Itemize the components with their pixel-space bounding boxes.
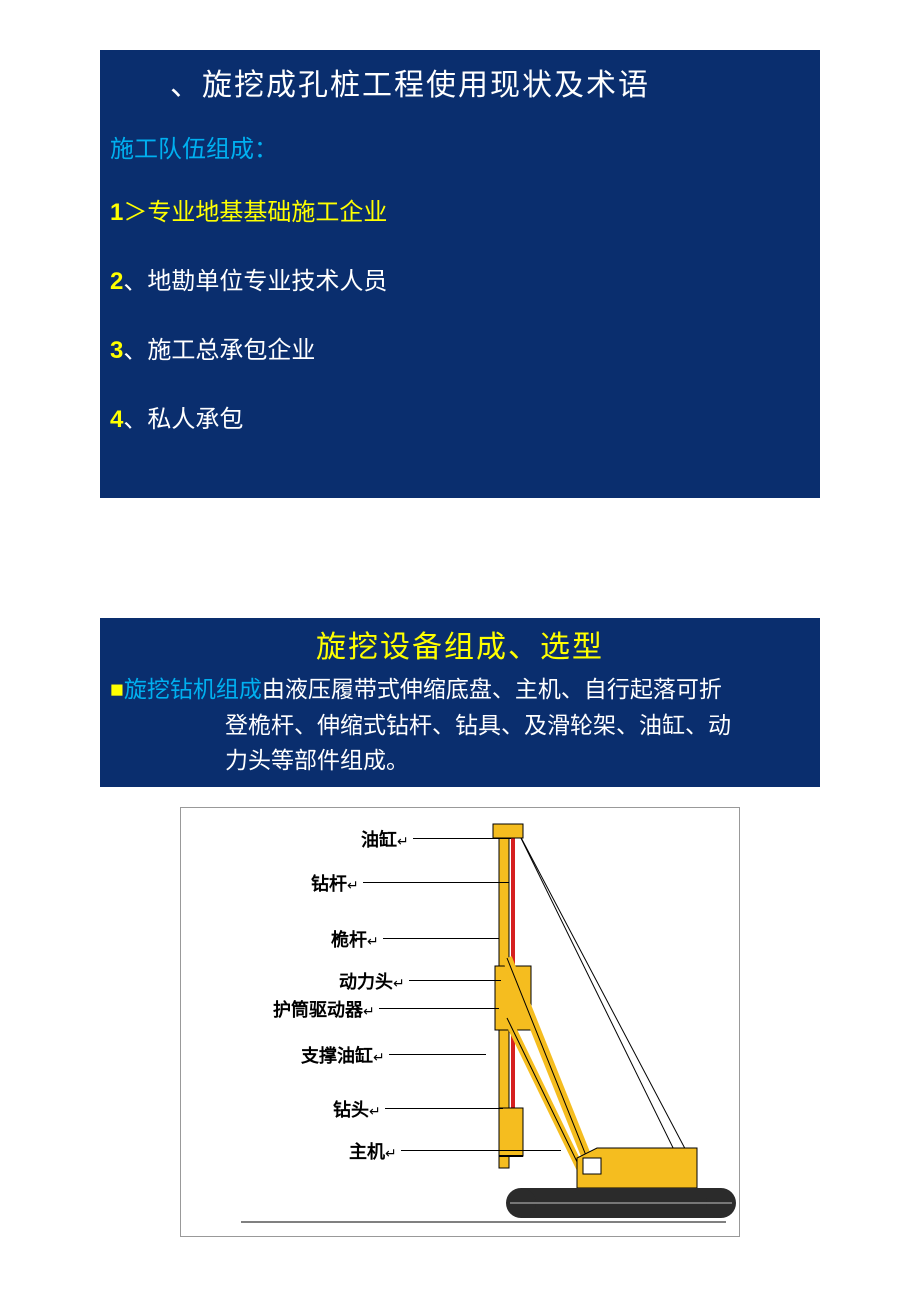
- item4-num: 4: [110, 406, 123, 433]
- slide1-item-4: 4、私人承包: [110, 399, 810, 434]
- item2-sep: 、: [123, 268, 147, 295]
- diagram-leader-main-unit: [401, 1150, 561, 1151]
- diagram-label-main-unit: 主机↵: [349, 1138, 397, 1164]
- item2-num: 2: [110, 268, 123, 295]
- slide1-item-2: 2、地勘单位专业技术人员: [110, 261, 810, 296]
- slide1-title-row: 、旋挖成孔桩工程使用现状及术语: [100, 50, 820, 114]
- diagram-leader-power-head: [409, 980, 501, 981]
- diagram-leader-casing-driver: [379, 1008, 499, 1009]
- item3-text: 施工总承包企业: [147, 337, 315, 364]
- slide-2: 旋挖设备组成、选型 ■旋挖钻机组成由液压履带式伸缩底盘、主机、自行起落可折 登桅…: [100, 618, 820, 787]
- slide2-line2: 登桅杆、伸缩式钻杆、钻具、及滑轮架、油缸、动: [110, 708, 810, 744]
- item4-sep: 、: [123, 406, 147, 433]
- diagram-arrow-casing-driver: ↵: [363, 1005, 375, 1020]
- diagram-label-power-head: 动力头↵: [339, 968, 405, 994]
- diagram-arrow-support-cyl: ↵: [373, 1051, 385, 1066]
- rotary-drill-diagram: 油缸↵钻杆↵ 桅杆↵ 动力头↵护筒驱动器↵ 支撑油缸↵ 钻头↵ 主机↵: [180, 807, 740, 1237]
- item4-text: 私人承包: [147, 406, 243, 433]
- item1-sep: ＞: [123, 199, 147, 226]
- item1-text: 专业地基基础施工企业: [147, 199, 387, 226]
- slide-1: 、旋挖成孔桩工程使用现状及术语 施工队伍组成： 1＞专业地基基础施工企业 2、地…: [100, 50, 820, 498]
- diagram-label-oil-cylinder: 油缸↵: [361, 826, 409, 852]
- diagram-leader-oil-cylinder: [413, 838, 511, 839]
- slide1-subhead: 施工队伍组成：: [110, 129, 810, 164]
- slide1-title: 、旋挖成孔桩工程使用现状及术语: [170, 69, 650, 102]
- diagram-leader-drill-rod: [363, 882, 509, 883]
- item2-text: 地勘单位专业技术人员: [147, 268, 387, 295]
- slide2-line3: 力头等部件组成。: [110, 743, 810, 779]
- slide2-bullet: ■: [110, 676, 124, 702]
- item3-num: 3: [110, 337, 123, 364]
- diagram-label-drill-bit: 钻头↵: [333, 1096, 381, 1122]
- slide2-lead: 旋挖钻机组成: [124, 676, 262, 702]
- diagram-arrow-drill-bit: ↵: [369, 1105, 381, 1120]
- slide2-body: ■旋挖钻机组成由液压履带式伸缩底盘、主机、自行起落可折 登桅杆、伸缩式钻杆、钻具…: [100, 668, 820, 787]
- diagram-arrow-mast: ↵: [367, 935, 379, 950]
- diagram-arrow-power-head: ↵: [393, 977, 405, 992]
- diagram-wrap: 油缸↵钻杆↵ 桅杆↵ 动力头↵护筒驱动器↵ 支撑油缸↵ 钻头↵ 主机↵: [100, 807, 820, 1237]
- slide1-title-text: 旋挖成孔桩工程使用现状及术语: [202, 69, 650, 102]
- slide2-title: 旋挖设备组成、选型: [100, 618, 820, 668]
- diagram-label-support-cyl: 支撑油缸↵: [301, 1042, 385, 1068]
- diagram-label-mast: 桅杆↵: [331, 926, 379, 952]
- item1-num: 1: [110, 199, 123, 226]
- diagram-leader-support-cyl: [389, 1054, 486, 1055]
- diagram-arrow-oil-cylinder: ↵: [397, 835, 409, 850]
- diagram-label-casing-driver: 护筒驱动器↵: [273, 996, 375, 1022]
- diagram-arrow-main-unit: ↵: [385, 1147, 397, 1162]
- diagram-leader-drill-bit: [385, 1108, 503, 1109]
- machine-schematic: [181, 808, 741, 1238]
- diagram-label-drill-rod: 钻杆↵: [311, 870, 359, 896]
- slide2-line1: 由液压履带式伸缩底盘、主机、自行起落可折: [262, 676, 722, 702]
- slide1-body: 施工队伍组成： 1＞专业地基基础施工企业 2、地勘单位专业技术人员 3、施工总承…: [100, 114, 820, 434]
- slide1-item-1: 1＞专业地基基础施工企业: [110, 192, 810, 227]
- slide1-item-3: 3、施工总承包企业: [110, 330, 810, 365]
- item3-sep: 、: [123, 337, 147, 364]
- slide1-title-prefix: 、: [170, 69, 202, 102]
- diagram-arrow-drill-rod: ↵: [347, 879, 359, 894]
- diagram-leader-mast: [383, 938, 499, 939]
